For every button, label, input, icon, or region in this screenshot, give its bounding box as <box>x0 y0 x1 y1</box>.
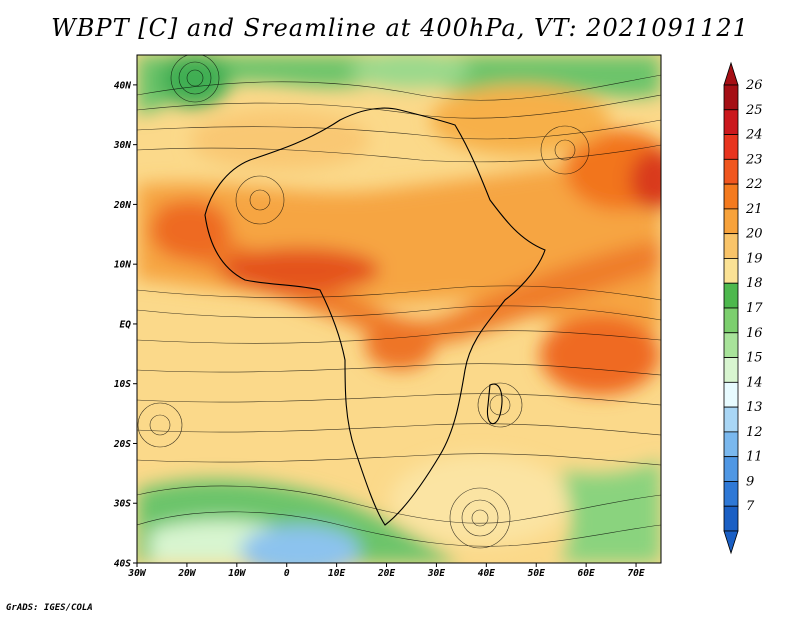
colorbar-label: 14 <box>746 375 763 390</box>
coastlines <box>204 107 546 526</box>
lat-tick-label: 40S <box>114 559 131 570</box>
colorbar-swatch <box>723 134 739 160</box>
colorbar-label: 19 <box>746 251 763 266</box>
colorbar-max-arrow <box>723 61 739 86</box>
colorbar-label: 25 <box>745 103 763 118</box>
colorbar-swatch <box>723 381 739 408</box>
plot-frame <box>136 54 662 564</box>
colorbar-swatch <box>723 357 739 383</box>
lon-tick-label: 50E <box>528 568 545 579</box>
colorbar-swatch <box>723 183 739 210</box>
colorbar: 26 25 24 23 22 21 20 19 18 17 16 15 14 13 12 11 9 7 <box>723 61 763 555</box>
colorbar-swatch <box>723 456 739 482</box>
colorbar-swatch <box>723 109 739 135</box>
lat-tick-label: 20N <box>113 200 131 211</box>
lon-tick-label: 30W <box>127 568 146 579</box>
colorbar-label: 18 <box>746 276 763 291</box>
map-title: WBPT [C] and Sreamline at 400hPa, VT: 20… <box>51 14 749 42</box>
lat-tick-label: 10S <box>114 379 131 390</box>
colorbar-swatch <box>723 84 739 111</box>
lon-tick-label: 0 <box>284 568 290 579</box>
latitude-axis: 40N 30N 20N 10N EQ 10S 20S 30S 40S <box>113 80 137 570</box>
footer-credit: GrADS: IGES/COLA <box>6 603 93 613</box>
colorbar-label: 20 <box>745 227 763 242</box>
colorbar-swatch <box>723 406 739 433</box>
colorbar-label: 7 <box>746 499 755 514</box>
lon-tick-label: 40E <box>478 568 495 579</box>
colorbar-label: 16 <box>746 326 763 341</box>
lon-tick-label: 10W <box>228 568 246 579</box>
longitude-axis: 30W 20W 10W 0 10E 20E 30E 40E 50E 60E 70E <box>127 563 645 579</box>
colorbar-label: 15 <box>746 351 763 366</box>
colorbar-swatch <box>723 233 739 259</box>
colorbar-label: 12 <box>746 425 763 440</box>
colorbar-swatch <box>723 258 739 284</box>
colorbar-label: 24 <box>745 128 763 143</box>
lat-tick-label: EQ <box>120 319 132 330</box>
colorbar-label: 17 <box>746 301 763 316</box>
colorbar-swatch <box>723 158 739 185</box>
colorbar-label: 23 <box>745 152 763 167</box>
colorbar-min-arrow <box>723 530 739 555</box>
colorbar-swatch <box>723 307 739 334</box>
colorbar-swatch <box>723 282 739 309</box>
lon-tick-label: 30E <box>427 568 445 579</box>
colorbar-label: 21 <box>745 202 763 217</box>
lon-tick-label: 70E <box>627 568 644 579</box>
colorbar-label: 11 <box>746 450 763 465</box>
colorbar-label: 22 <box>745 177 763 192</box>
lon-tick-label: 20E <box>377 568 395 579</box>
lat-tick-label: 30S <box>113 499 131 510</box>
lon-tick-label: 60E <box>578 568 595 579</box>
colorbar-swatch <box>723 332 739 358</box>
lat-tick-label: 30N <box>113 140 131 151</box>
lat-tick-label: 40N <box>114 80 131 91</box>
colorbar-swatch <box>723 505 739 532</box>
lon-tick-label: 10E <box>328 568 345 579</box>
colorbar-swatch <box>723 208 739 235</box>
colorbar-label: 26 <box>745 78 763 93</box>
lat-tick-label: 10N <box>114 260 131 271</box>
lat-tick-label: 20S <box>113 439 131 450</box>
colorbar-label: 13 <box>746 400 763 415</box>
colorbar-swatch <box>723 481 739 507</box>
colorbar-swatch <box>723 431 739 458</box>
lon-tick-label: 20W <box>177 568 196 579</box>
colorbar-label: 9 <box>746 474 754 489</box>
